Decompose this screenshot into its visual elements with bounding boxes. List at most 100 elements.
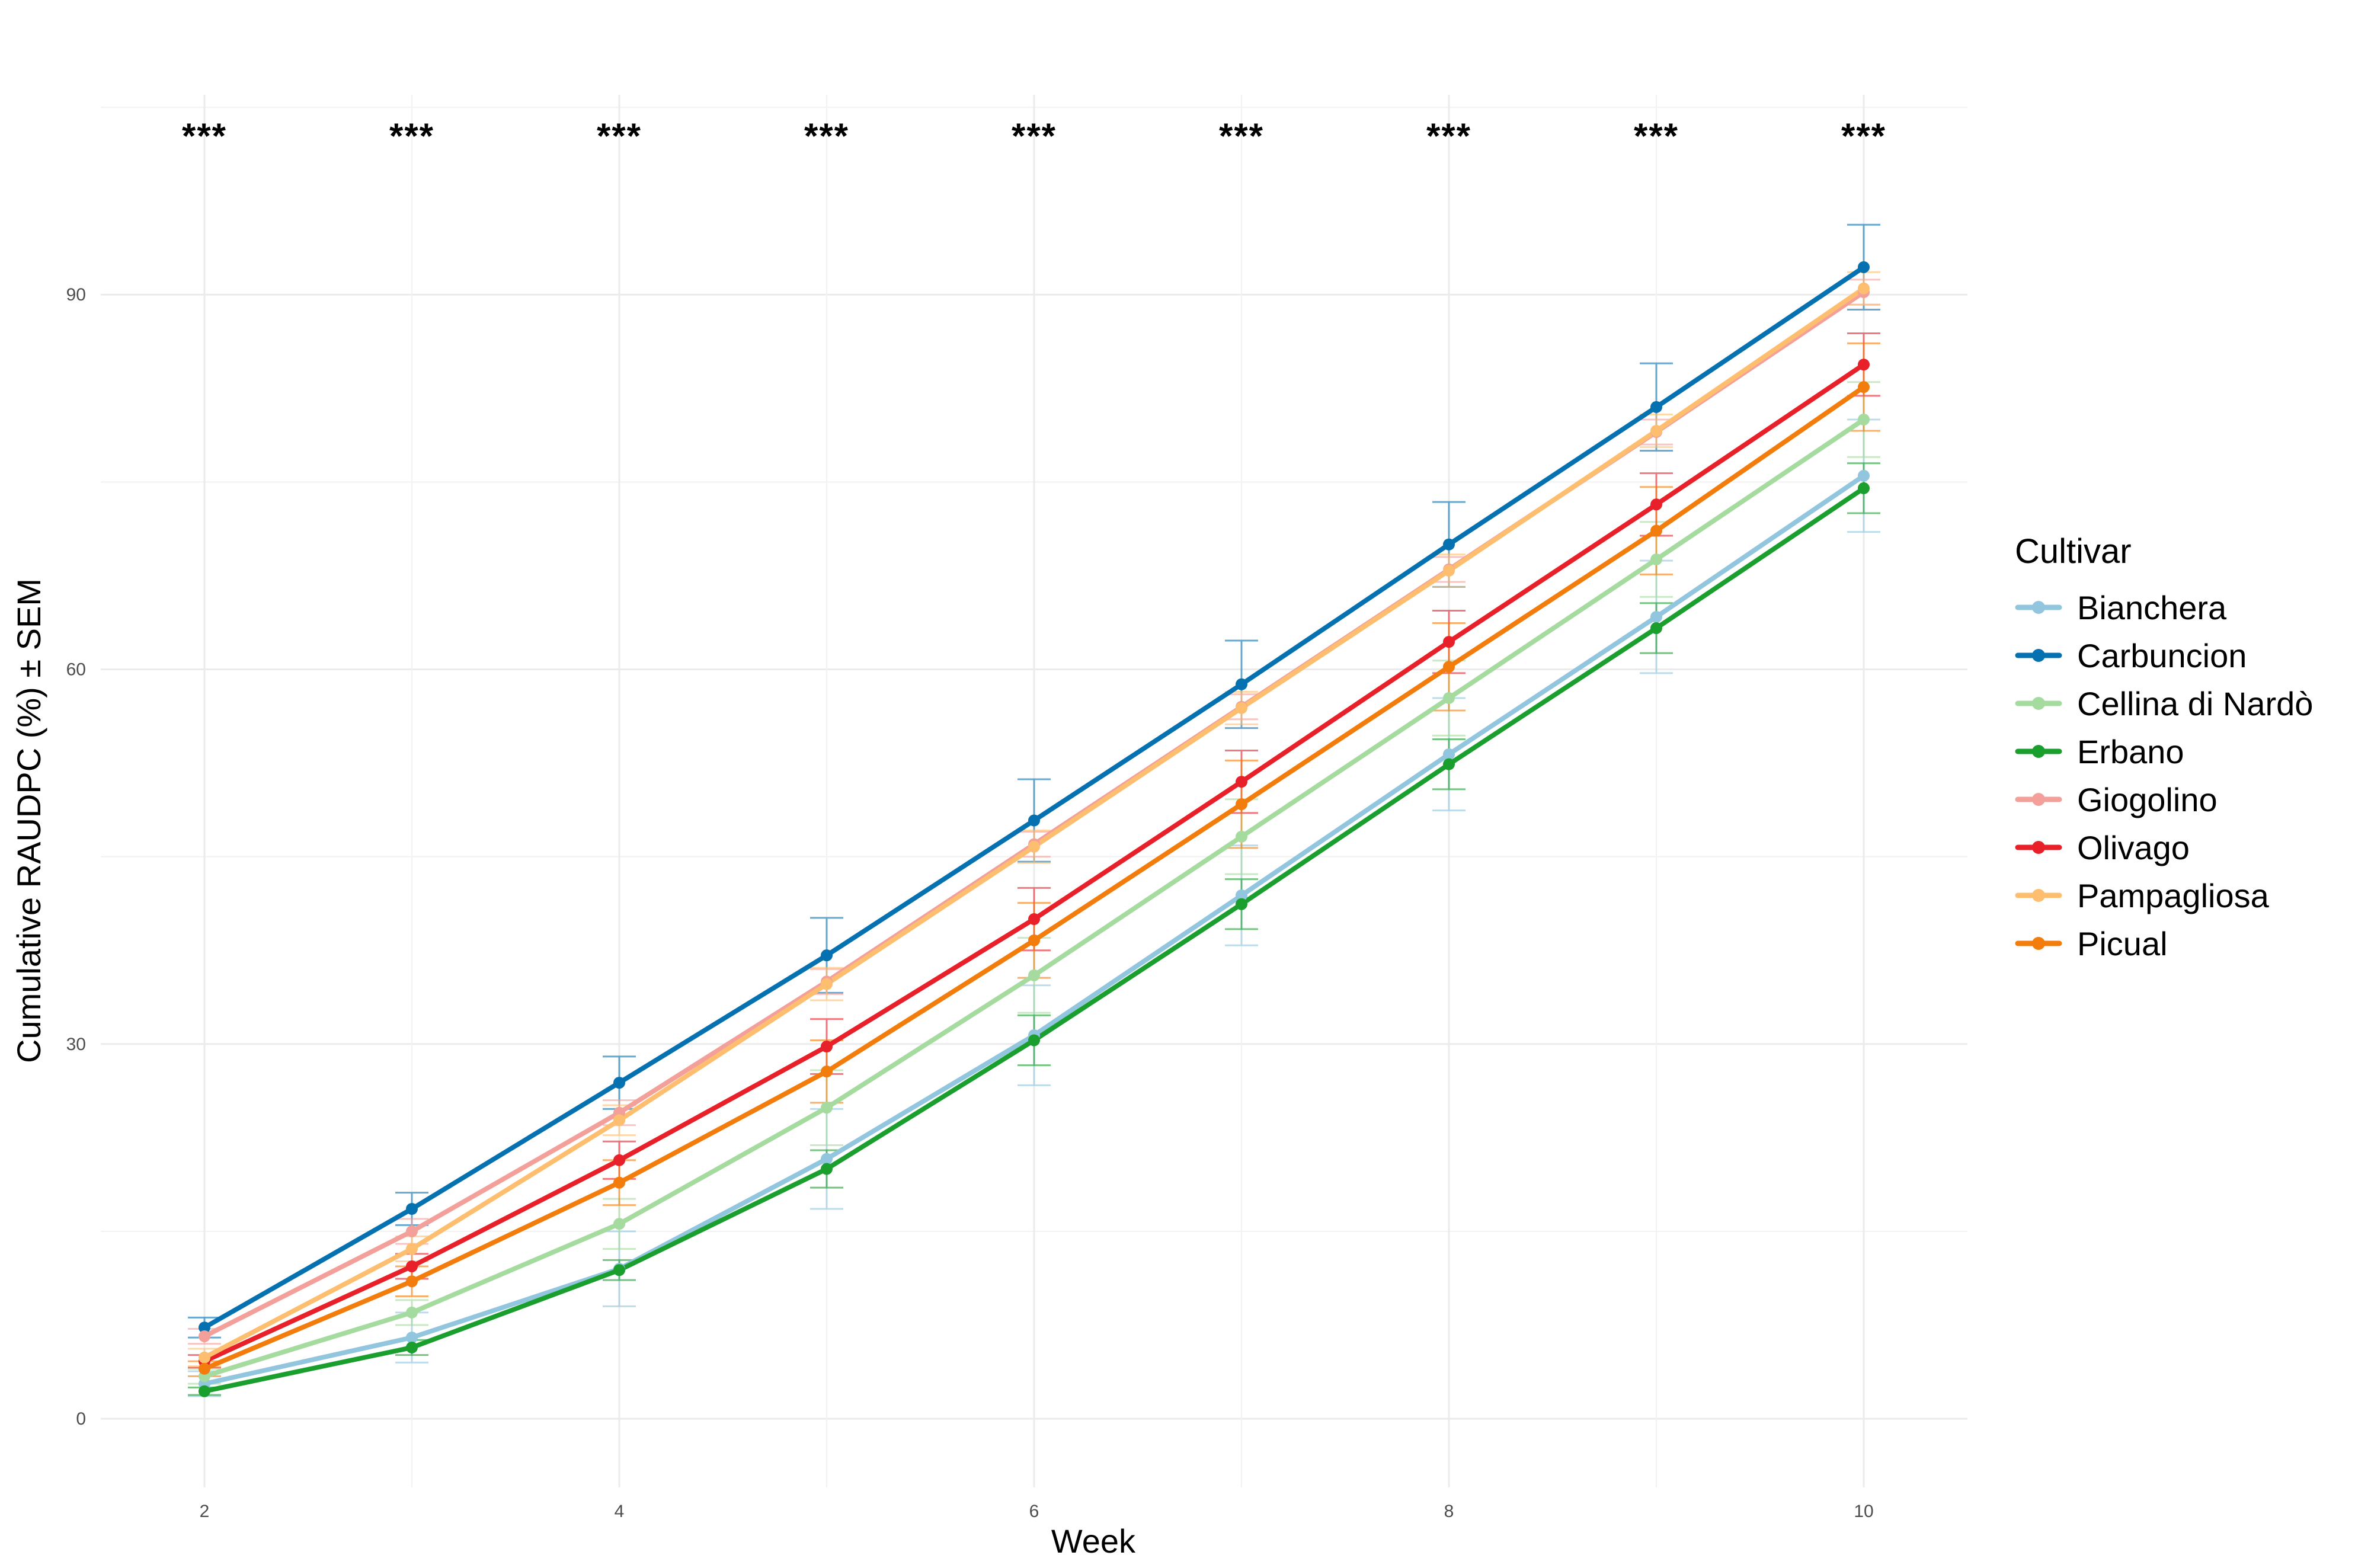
legend-item: Cellina di Nardò [2015, 685, 2313, 722]
data-point [1858, 469, 1870, 482]
significance-marker: *** [1219, 116, 1264, 156]
legend-label: Cellina di Nardò [2077, 685, 2313, 722]
data-point [1236, 702, 1247, 714]
series-points [199, 261, 1870, 1397]
legend-label: Bianchera [2077, 589, 2227, 626]
legend-swatch-point [2032, 889, 2045, 902]
data-point [1858, 359, 1870, 371]
x-tick-label: 2 [200, 1502, 210, 1521]
data-point [1858, 413, 1870, 425]
legend-item: Pampagliosa [2015, 877, 2270, 914]
y-tick-label: 30 [66, 1035, 86, 1054]
data-point [1650, 524, 1662, 537]
data-point [1028, 934, 1040, 946]
data-point [821, 1163, 833, 1175]
legend-title: Cultivar [2015, 532, 2132, 571]
data-point [613, 1218, 625, 1230]
data-point [821, 949, 833, 962]
legend-item: Bianchera [2015, 589, 2227, 626]
data-point [1028, 814, 1040, 827]
data-point [1650, 401, 1662, 413]
legend-swatch-point [2032, 841, 2045, 854]
data-point [1858, 482, 1870, 494]
data-point [1650, 610, 1662, 623]
data-point [613, 1264, 625, 1276]
legend-label: Olivago [2077, 829, 2190, 866]
legend-label: Picual [2077, 925, 2168, 962]
data-point [1443, 636, 1455, 648]
data-point [1236, 898, 1247, 910]
data-point [821, 1041, 833, 1053]
x-tick-label: 8 [1444, 1502, 1454, 1521]
data-point [1028, 840, 1040, 853]
legend-item: Carbuncion [2015, 637, 2247, 674]
legend-label: Giogolino [2077, 781, 2218, 818]
data-point [1236, 678, 1247, 690]
data-point [1443, 565, 1455, 577]
data-point [1443, 538, 1455, 551]
legend-label: Erbano [2077, 733, 2184, 770]
data-point [406, 1275, 418, 1288]
x-axis-title: Week [1051, 1522, 1136, 1560]
data-point [199, 1351, 210, 1364]
data-point [613, 1077, 625, 1089]
significance-marker: *** [804, 116, 849, 156]
significance-markers: *** *** *** *** *** *** *** *** *** [182, 116, 1886, 156]
data-point [406, 1341, 418, 1353]
data-point [821, 1153, 833, 1165]
data-point [1443, 692, 1455, 704]
data-point [199, 1385, 210, 1397]
significance-marker: *** [1012, 116, 1057, 156]
legend-swatch-point [2032, 697, 2045, 710]
significance-marker: *** [1841, 116, 1886, 156]
tick-labels: 0 30 60 90 2 4 6 8 10 [66, 285, 1874, 1521]
data-point [1236, 798, 1247, 811]
data-point [1028, 969, 1040, 981]
data-point [613, 1176, 625, 1189]
data-point [1858, 282, 1870, 295]
legend: Cultivar Bianchera Carbuncion Cellina di N… [2015, 532, 2313, 962]
data-point [199, 1362, 210, 1375]
data-point [1028, 1034, 1040, 1047]
data-point [199, 1330, 210, 1342]
x-tick-label: 6 [1029, 1502, 1039, 1521]
data-point [1443, 661, 1455, 673]
x-tick-label: 4 [615, 1502, 625, 1521]
data-point [199, 1321, 210, 1334]
data-point [821, 1102, 833, 1114]
x-tick-label: 10 [1854, 1502, 1873, 1521]
legend-label: Pampagliosa [2077, 877, 2270, 914]
significance-marker: *** [1426, 116, 1471, 156]
legend-swatch-point [2032, 937, 2045, 950]
y-tick-label: 90 [66, 285, 86, 305]
data-point [821, 978, 833, 990]
significance-marker: *** [597, 116, 642, 156]
significance-marker: *** [1634, 116, 1679, 156]
data-point [1858, 381, 1870, 393]
y-tick-label: 0 [76, 1409, 86, 1429]
y-axis-title: Cumulative RAUDPC (%) ± SEM [10, 578, 47, 1063]
data-point [406, 1243, 418, 1255]
data-point [1650, 622, 1662, 634]
data-point [1028, 913, 1040, 926]
legend-label: Carbuncion [2077, 637, 2247, 674]
significance-marker: *** [182, 116, 227, 156]
data-point [1443, 748, 1455, 760]
legend-swatch-point [2032, 649, 2045, 662]
data-point [613, 1154, 625, 1166]
significance-marker: *** [389, 116, 434, 156]
data-point [406, 1332, 418, 1344]
data-point [821, 1065, 833, 1078]
data-point [1650, 424, 1662, 437]
data-point [613, 1114, 625, 1127]
legend-item: Giogolino [2015, 781, 2218, 818]
legend-swatch-point [2032, 601, 2045, 614]
data-point [1236, 830, 1247, 843]
legend-item: Erbano [2015, 733, 2184, 770]
data-point [406, 1203, 418, 1215]
data-point [1858, 261, 1870, 273]
legend-swatch-point [2032, 745, 2045, 758]
data-point [1236, 889, 1247, 901]
data-point [1650, 498, 1662, 511]
data-point [1650, 553, 1662, 566]
